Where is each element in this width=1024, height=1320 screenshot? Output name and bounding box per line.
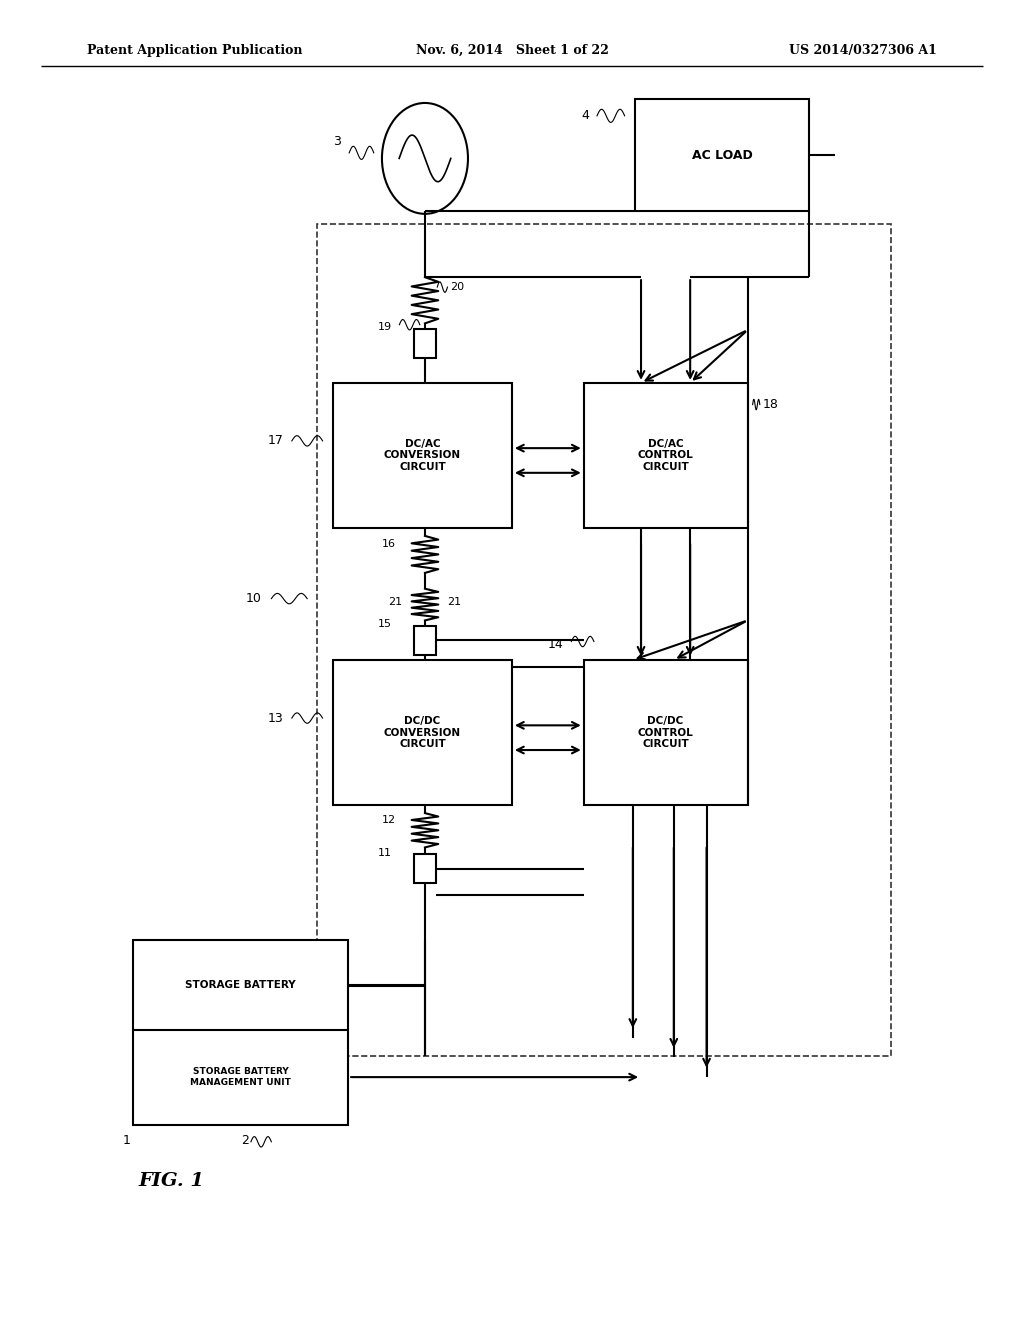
- Text: STORAGE BATTERY
MANAGEMENT UNIT: STORAGE BATTERY MANAGEMENT UNIT: [190, 1068, 291, 1086]
- Bar: [635, 99, 809, 211]
- Text: 18: 18: [763, 399, 779, 411]
- Text: 12: 12: [382, 814, 396, 825]
- Text: US 2014/0327306 A1: US 2014/0327306 A1: [790, 44, 937, 57]
- Text: Nov. 6, 2014   Sheet 1 of 22: Nov. 6, 2014 Sheet 1 of 22: [416, 44, 608, 57]
- Text: 20: 20: [451, 282, 465, 292]
- Text: 16: 16: [382, 539, 396, 549]
- Text: 15: 15: [378, 619, 392, 630]
- Text: 17: 17: [267, 434, 284, 447]
- Text: STORAGE BATTERY: STORAGE BATTERY: [185, 979, 296, 990]
- Text: 21: 21: [447, 597, 462, 607]
- Text: 4: 4: [581, 110, 589, 123]
- Text: 2: 2: [241, 1134, 249, 1147]
- Text: 19: 19: [378, 322, 392, 333]
- Bar: [414, 626, 436, 655]
- Text: 11: 11: [378, 847, 392, 858]
- Text: 10: 10: [245, 593, 261, 605]
- Text: FIG. 1: FIG. 1: [138, 1172, 204, 1191]
- Text: 3: 3: [333, 135, 341, 148]
- Text: DC/AC
CONTROL
CIRCUIT: DC/AC CONTROL CIRCUIT: [638, 438, 693, 473]
- Text: 14: 14: [548, 638, 563, 651]
- Bar: [333, 383, 512, 528]
- Text: DC/DC
CONTROL
CIRCUIT: DC/DC CONTROL CIRCUIT: [638, 715, 693, 750]
- Text: 13: 13: [268, 711, 284, 725]
- Text: DC/DC
CONVERSION
CIRCUIT: DC/DC CONVERSION CIRCUIT: [384, 715, 461, 750]
- Text: 1: 1: [123, 1134, 131, 1147]
- Bar: [584, 383, 748, 528]
- Bar: [317, 224, 891, 1056]
- Bar: [414, 854, 436, 883]
- Bar: [133, 940, 348, 1125]
- Text: DC/AC
CONVERSION
CIRCUIT: DC/AC CONVERSION CIRCUIT: [384, 438, 461, 473]
- Bar: [414, 329, 436, 358]
- Text: Patent Application Publication: Patent Application Publication: [87, 44, 302, 57]
- Text: AC LOAD: AC LOAD: [691, 149, 753, 161]
- Text: 21: 21: [388, 597, 402, 607]
- Bar: [333, 660, 512, 805]
- Bar: [584, 660, 748, 805]
